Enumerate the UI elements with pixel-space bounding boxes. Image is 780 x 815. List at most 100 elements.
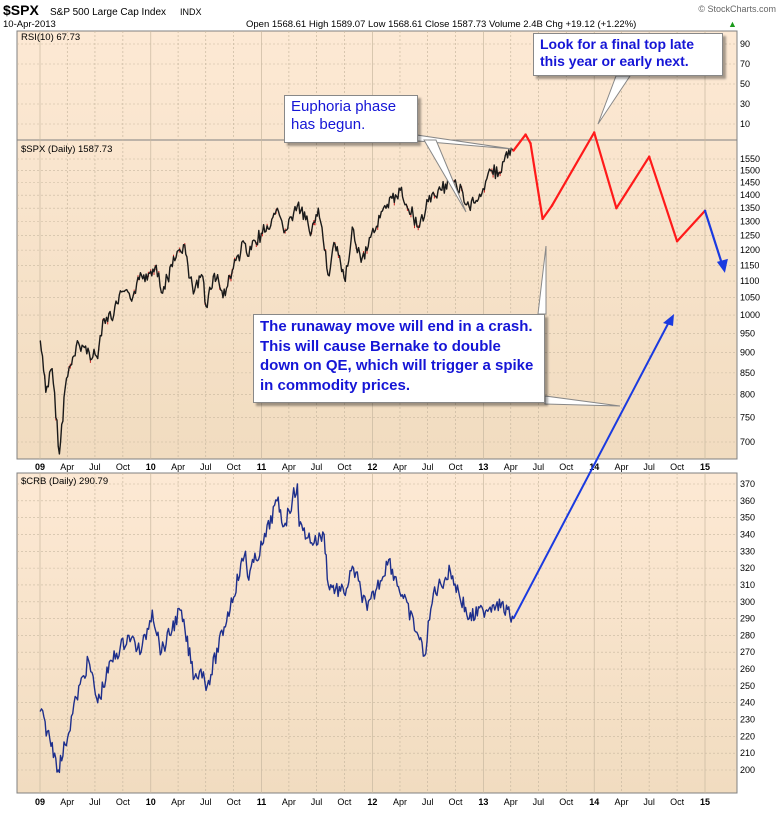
spx-price-line-point [260, 232, 262, 234]
spx-price-line-point [217, 274, 219, 276]
spx-price-line-point [149, 272, 151, 274]
crb-price-line-point [140, 651, 142, 653]
spx-price-line-point [490, 170, 492, 172]
spx-x-tick-label: Oct [449, 462, 464, 472]
spx-price-line-point [45, 391, 47, 393]
spx-price-line-point [155, 264, 157, 266]
spx-price-line-point [97, 357, 99, 360]
crb-price-line-point [283, 525, 285, 527]
spx-y-tick-label: 1550 [740, 154, 760, 164]
crb-y-tick-label: 270 [740, 647, 755, 657]
spx-price-line-point [243, 242, 245, 244]
spx-price-line-point [311, 230, 313, 232]
spx-forecast-red-point [593, 131, 596, 134]
annotation-crash-text: The runaway move will end in a crash. Th… [260, 318, 534, 394]
spx-x-tick-label: Jul [89, 462, 101, 472]
crb-x-tick-label: Oct [449, 797, 464, 807]
rsi-label: RSI(10) 67.73 [21, 32, 80, 43]
spx-price-line-point [427, 201, 429, 203]
spx-x-tick-label: Oct [670, 462, 685, 472]
crb-x-tick-label: 11 [257, 797, 267, 807]
crb-y-tick-label: 360 [740, 496, 755, 506]
spx-x-tick-label: 12 [367, 462, 377, 472]
crb-price-line-point [111, 660, 113, 662]
spx-price-line-point [175, 257, 177, 259]
crb-price-line-point [313, 542, 315, 544]
spx-price-line-point [77, 342, 80, 344]
spx-price-line-point [202, 275, 204, 277]
spx-price-line-point [351, 226, 353, 228]
spx-price-line-point [385, 207, 387, 209]
crb-y-tick-label: 250 [740, 681, 755, 691]
crb-y-tick-label: 200 [740, 765, 755, 775]
spx-y-tick-label: 1050 [740, 293, 760, 303]
series-layer [39, 147, 515, 774]
forecast-layer [512, 131, 728, 620]
crb-price-line-point [151, 609, 153, 611]
spx-price-line-point [283, 232, 285, 234]
crb-y-tick-label: 260 [740, 664, 755, 674]
rsi-y-tick-label: 10 [740, 119, 750, 129]
spx-forecast-red-point [529, 142, 532, 145]
spx-forecast-red-point [550, 204, 554, 207]
crb-y-tick-label: 340 [740, 529, 755, 539]
annotation-euphoria-text: Euphoria phase has begun. [291, 98, 397, 133]
crb-y-tick-label: 290 [740, 614, 755, 624]
rsi-y-tick-label: 90 [740, 39, 750, 49]
crb-x-tick-label: 10 [146, 797, 156, 807]
crb-price-line-point [54, 752, 56, 754]
spx-price-line-point [138, 278, 140, 281]
spx-price-line-point [232, 267, 234, 269]
spx-price-line-point [51, 368, 53, 370]
spx-x-tick-label: 13 [478, 462, 488, 472]
spx-price-line-point [113, 314, 115, 316]
crb-price-line-point [296, 483, 298, 485]
crb-x-tick-label: Oct [559, 797, 574, 807]
crb-price-line-point [394, 575, 396, 578]
crb-forecast-arrowhead [663, 314, 674, 326]
crb-x-tick-label: Oct [227, 797, 242, 807]
crb-price-line-point [366, 609, 368, 611]
spx-price-line-point [188, 277, 190, 279]
crb-price-line-point [417, 634, 419, 637]
spx-y-tick-label: 900 [740, 348, 755, 358]
crb-x-tick-label: 12 [367, 797, 377, 807]
spx-price-line-point [193, 290, 196, 292]
spx-x-tick-label: Apr [504, 462, 518, 472]
spx-forecast-red-point [512, 149, 515, 152]
crb-x-tick-label: Apr [504, 797, 518, 807]
spx-price-line-point [412, 215, 414, 217]
crb-price-line-point [160, 651, 162, 653]
spx-price-line-point [296, 205, 298, 207]
spx-y-tick-label: 1450 [740, 178, 760, 188]
crb-y-tick-label: 280 [740, 630, 755, 640]
spx-y-tick-label: 850 [740, 368, 755, 378]
spx-price-line [39, 147, 514, 455]
spx-price-line-point [482, 188, 484, 190]
spx-y-tick-label: 750 [740, 412, 755, 422]
spx-x-tick-label: Jul [422, 462, 434, 472]
rsi-y-tick-label: 30 [740, 99, 750, 109]
rsi-y-tick-label: 70 [740, 59, 750, 69]
spx-x-tick-label: Apr [60, 462, 74, 472]
crb-x-tick-label: 14 [589, 797, 599, 807]
crb-price-line-point [244, 550, 247, 552]
spx-x-tick-label: 10 [146, 462, 156, 472]
spx-price-line-point [334, 243, 336, 245]
spx-y-tick-label: 700 [740, 437, 755, 447]
spx-price-line-point [64, 387, 66, 389]
crb-x-tick-label: Apr [171, 797, 185, 807]
spx-forecast-red-point [648, 155, 651, 158]
annotation-final-top: Look for a final top late this year or e… [533, 33, 723, 76]
crb-y-tick-label: 350 [740, 513, 755, 523]
crb-label: $CRB (Daily) 290.79 [21, 476, 108, 487]
rsi-y-tick-label: 50 [740, 79, 750, 89]
spx-price-line-point [504, 155, 506, 157]
spx-price-line-point [270, 225, 272, 227]
crb-price-line-point [39, 710, 41, 712]
spx-price-line-point [418, 226, 420, 228]
annotation-euphoria: Euphoria phase has begun. [284, 95, 418, 143]
crb-price-line-point [388, 559, 390, 561]
crb-x-tick-label: Apr [60, 797, 74, 807]
